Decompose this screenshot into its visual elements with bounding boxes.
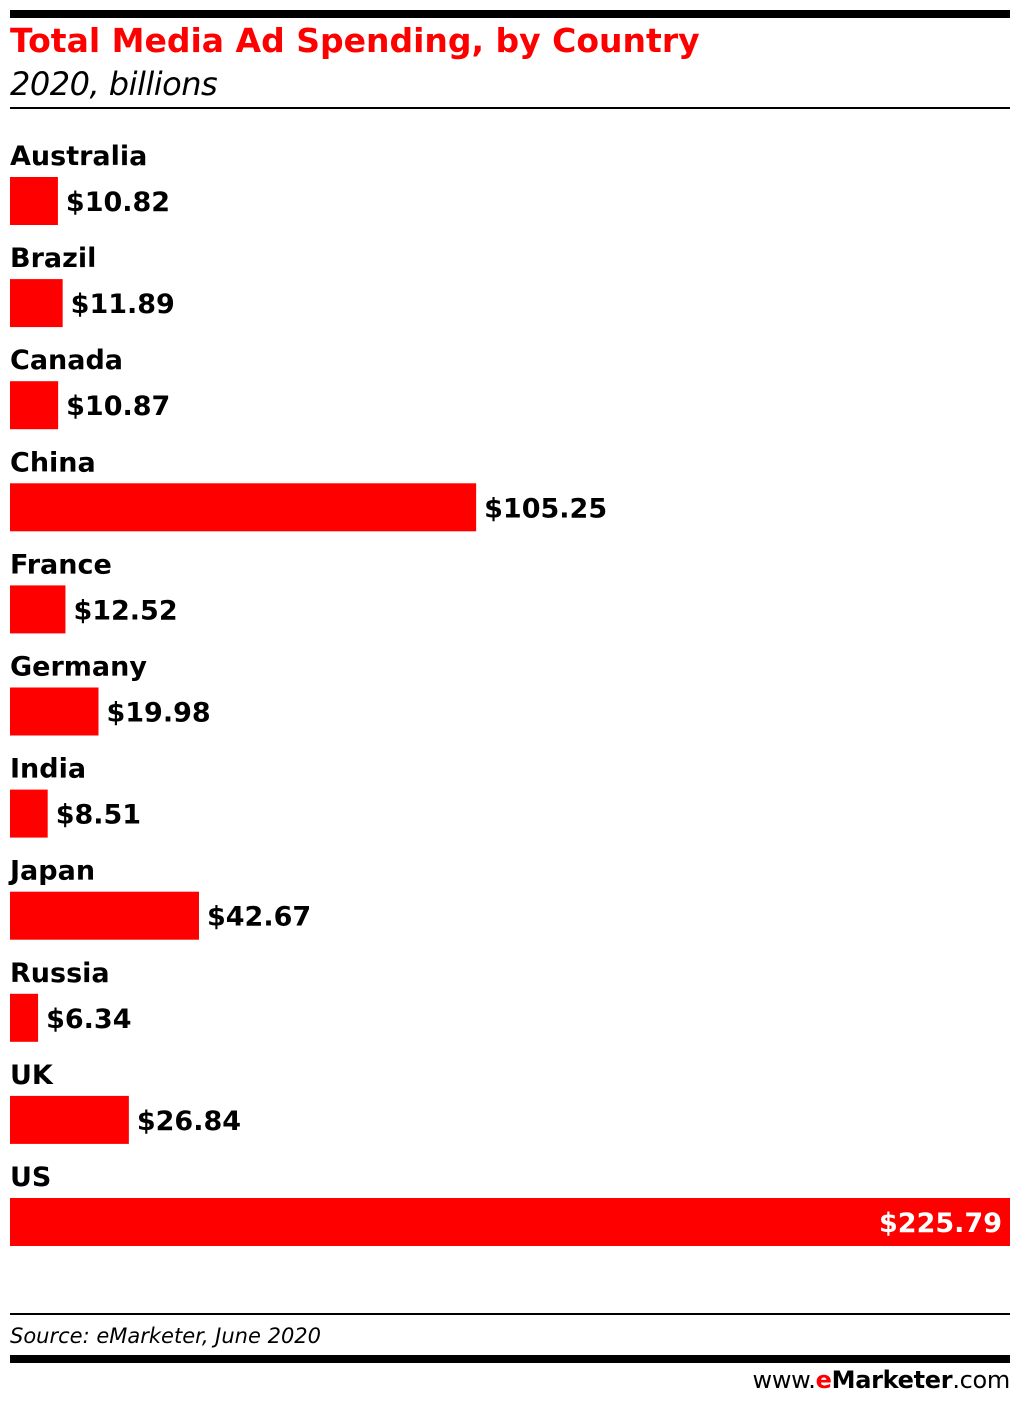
data-label: $225.79	[879, 1208, 1002, 1239]
emarketer-logo: www.eMarketer.com	[753, 1364, 1011, 1396]
category-label: UK	[10, 1060, 54, 1091]
category-label: Canada	[10, 345, 123, 376]
category-label: Australia	[10, 141, 147, 172]
bar	[10, 177, 58, 225]
bar	[10, 1198, 1010, 1246]
bar	[10, 585, 66, 634]
data-label: $8.51	[56, 800, 141, 831]
bar	[10, 483, 477, 532]
brand-suffix: .com	[952, 1366, 1010, 1394]
brand-prefix: www.	[752, 1366, 816, 1394]
bar	[10, 993, 39, 1042]
bar	[10, 687, 99, 736]
header-rule	[10, 107, 1010, 109]
top-rule	[10, 10, 1010, 18]
bar	[10, 381, 59, 430]
category-label: US	[10, 1162, 51, 1193]
data-label: $105.25	[484, 493, 607, 524]
brand-name: Marketer	[831, 1366, 953, 1394]
bar	[10, 891, 199, 940]
data-label: $42.67	[207, 902, 311, 933]
data-label: $19.98	[106, 698, 210, 729]
category-label: France	[10, 549, 112, 580]
category-label: India	[10, 754, 86, 785]
category-label: Brazil	[10, 243, 96, 274]
brand-e: e	[815, 1366, 832, 1394]
data-label: $10.87	[66, 391, 170, 422]
data-label: $11.89	[71, 289, 175, 320]
bar	[10, 1095, 129, 1144]
chart-subtitle: 2020, billions	[10, 65, 218, 103]
source-note: Source: eMarketer, June 2020	[10, 1324, 322, 1348]
data-label: $10.82	[66, 187, 170, 218]
category-label: China	[10, 447, 96, 478]
data-label: $6.34	[46, 1004, 131, 1035]
bottom-rule	[10, 1355, 1010, 1363]
footer-rule	[10, 1313, 1010, 1315]
data-label: $12.52	[73, 595, 177, 626]
bar	[10, 279, 63, 328]
data-label: $26.84	[137, 1106, 241, 1137]
bar	[10, 789, 48, 838]
category-label: Russia	[10, 958, 110, 989]
category-label: Japan	[8, 856, 95, 887]
category-label: Germany	[10, 652, 147, 683]
chart-title: Total Media Ad Spending, by Country	[10, 21, 700, 60]
